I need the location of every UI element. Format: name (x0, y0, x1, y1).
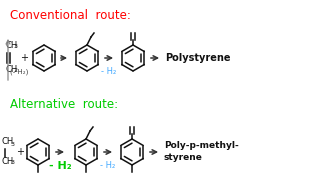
Text: CH: CH (2, 138, 14, 146)
Text: Conventional  route:: Conventional route: (10, 9, 131, 22)
Text: styrene: styrene (164, 153, 203, 163)
Text: CH: CH (5, 64, 17, 74)
Text: 3: 3 (14, 44, 18, 50)
Text: 2: 2 (14, 68, 18, 74)
Text: CH: CH (5, 40, 17, 50)
Text: 3: 3 (11, 160, 15, 166)
Text: - H₂: - H₂ (101, 67, 116, 76)
Text: CH: CH (2, 156, 14, 166)
Text: (- H₂): (- H₂) (10, 69, 28, 75)
Text: Polystyrene: Polystyrene (165, 53, 230, 63)
Text: - H₂: - H₂ (49, 161, 71, 171)
Text: +: + (20, 53, 28, 63)
Text: Poly-p-methyl-: Poly-p-methyl- (164, 142, 239, 150)
Text: +: + (16, 147, 24, 157)
Text: 3: 3 (11, 142, 15, 146)
Text: - H₂: - H₂ (100, 161, 116, 170)
Text: Alternative  route:: Alternative route: (10, 98, 118, 111)
